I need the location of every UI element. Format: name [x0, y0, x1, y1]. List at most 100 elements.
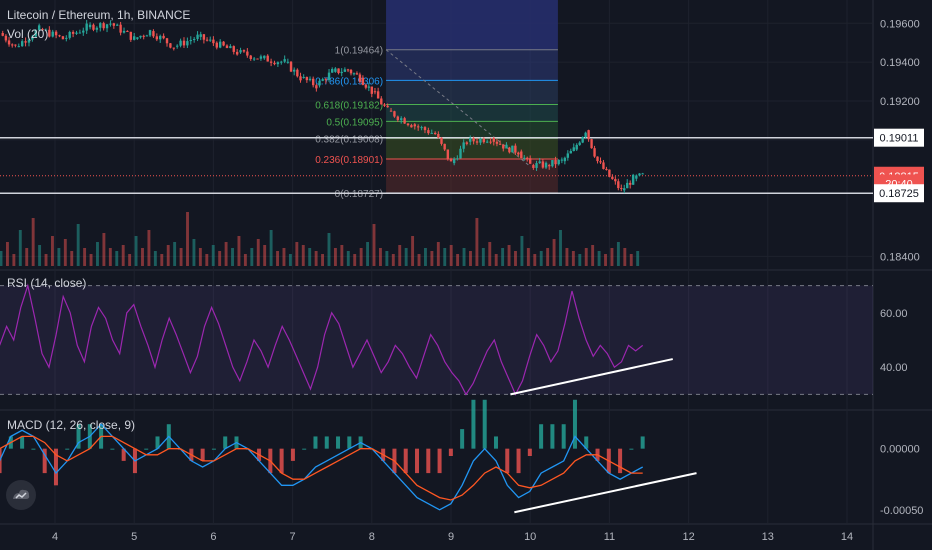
- candle-body: [37, 25, 41, 31]
- candle-body: [44, 29, 48, 31]
- macd-histogram-bar: [460, 429, 465, 449]
- volume-bar: [366, 242, 370, 266]
- candle-body: [578, 142, 581, 145]
- volume-bar: [623, 248, 627, 266]
- candle-body: [569, 150, 572, 154]
- macd-histogram-bar: [31, 448, 36, 450]
- macd-histogram-bar: [0, 448, 2, 474]
- candle-body: [437, 134, 440, 138]
- candle-body: [249, 55, 252, 59]
- volume-bar: [231, 248, 234, 266]
- candle-body: [324, 79, 328, 81]
- volume-bar: [237, 236, 241, 266]
- candle-body: [611, 176, 614, 180]
- candle-body: [575, 144, 578, 150]
- candle-body: [283, 59, 286, 62]
- candle-body: [373, 91, 377, 93]
- candle-body: [256, 58, 259, 60]
- macd-signal-line: [0, 435, 643, 501]
- candle-body: [393, 111, 396, 117]
- volume-bar: [578, 254, 582, 266]
- rsi-band-fill: [0, 285, 873, 395]
- candle-body: [252, 58, 256, 60]
- candle-body: [403, 118, 406, 124]
- tradingview-logo-icon[interactable]: [6, 480, 36, 510]
- candle-body: [169, 43, 172, 48]
- candle-body: [20, 41, 24, 47]
- volume-bar: [411, 236, 415, 266]
- candle-body: [602, 162, 605, 169]
- candle-body: [346, 69, 350, 71]
- volume-bar: [417, 254, 421, 266]
- candle-body: [462, 142, 465, 149]
- macd-histogram-bar: [211, 448, 216, 450]
- candle-body: [389, 110, 393, 112]
- macd-histogram-bar: [336, 436, 341, 449]
- candle-body: [205, 39, 209, 41]
- volume-bar: [385, 251, 389, 266]
- candle-body: [584, 132, 587, 137]
- volume-bar: [359, 248, 363, 266]
- volume-bar: [141, 248, 144, 266]
- macd-histogram-bar: [347, 436, 352, 449]
- volume-bar: [629, 254, 633, 266]
- candle-body: [102, 23, 105, 29]
- volume-bar: [121, 245, 125, 266]
- candle-body: [318, 80, 321, 86]
- volume-bar: [76, 224, 80, 266]
- candle-body: [535, 163, 538, 168]
- volume-bar: [314, 251, 318, 266]
- candle-body: [456, 158, 459, 160]
- candle-body: [505, 144, 508, 149]
- volume-bar: [89, 254, 93, 266]
- candle-body: [242, 50, 246, 52]
- volume-bar: [488, 242, 492, 266]
- candle-body: [126, 30, 129, 32]
- candle-body: [162, 35, 165, 39]
- price-label-box: [874, 128, 924, 147]
- candle-body: [212, 39, 215, 44]
- time-tick-label: 5: [131, 531, 137, 543]
- volume-bar: [591, 245, 595, 266]
- volume-bar: [243, 254, 247, 266]
- volume-bar: [153, 251, 157, 266]
- candle-body: [557, 159, 560, 165]
- candle-body: [596, 156, 599, 162]
- macd-histogram-bar: [640, 436, 645, 449]
- volume-bar: [636, 251, 640, 266]
- candle-body: [92, 24, 95, 30]
- time-tick-label: 12: [682, 531, 694, 543]
- macd-histogram-bar: [223, 436, 228, 449]
- candle-body: [581, 136, 584, 143]
- candle-body: [31, 36, 34, 40]
- macd-histogram-bar: [65, 448, 70, 450]
- macd-histogram-bar: [20, 436, 25, 449]
- volume-bar: [166, 245, 170, 266]
- candle-body: [423, 127, 427, 131]
- fib-level-label: 0.5(0.19095): [326, 117, 383, 128]
- macd-histogram-bar: [482, 399, 487, 449]
- volume-bar: [18, 230, 22, 266]
- candle-body: [99, 23, 102, 28]
- volume-bar: [469, 251, 472, 266]
- candle-body: [229, 46, 232, 49]
- volume-bar: [462, 248, 466, 266]
- candle-body: [51, 31, 54, 37]
- candle-body: [514, 145, 517, 153]
- volume-bar: [604, 254, 607, 266]
- candle-body: [560, 159, 564, 161]
- candle-body: [308, 78, 312, 81]
- macd-histogram-bar: [539, 424, 544, 449]
- candle-body: [218, 41, 222, 48]
- candle-body: [614, 179, 617, 182]
- volume-bar: [250, 248, 254, 266]
- macd-histogram-bar: [505, 448, 510, 474]
- candle-body: [620, 188, 623, 190]
- macd-tick-label: 0.00000: [880, 444, 920, 456]
- price-tick-label: 0.19600: [880, 18, 920, 30]
- candle-body: [498, 143, 502, 145]
- candle-body: [538, 161, 541, 164]
- volume-bar: [494, 254, 498, 266]
- volume-bar: [404, 248, 408, 266]
